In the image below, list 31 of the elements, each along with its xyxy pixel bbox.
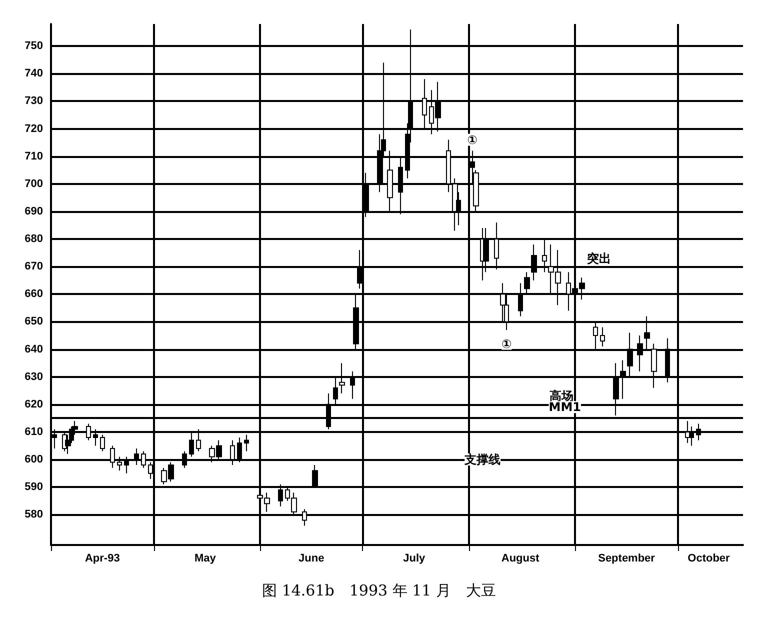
y-tick-label: 620 [24,398,43,410]
x-tick-label: September [598,552,656,564]
y-tick-label: 670 [24,260,43,273]
y-tick-label: 740 [24,68,43,80]
annotation: 支撑线 [464,452,501,467]
y-tick-label: 700 [24,178,43,190]
annotation: ① [467,132,478,147]
y-tick-label: 750 [24,40,43,52]
annotation: 突出 [586,251,612,266]
x-tick-label: June [298,552,324,564]
y-tick-label: 720 [24,122,43,135]
annotation: MM1 [548,400,581,414]
x-tick-label: May [194,552,217,564]
y-tick-label: 690 [24,205,43,218]
y-tick-label: 730 [24,95,43,108]
annotation: ① [502,336,512,351]
y-tick-label: 650 [24,316,43,328]
y-tick-label: 710 [24,150,43,162]
y-tick-label: 610 [24,426,43,438]
y-tick-label: 580 [24,508,43,521]
y-tick-label: 590 [24,481,43,494]
y-tick-label: 600 [24,454,43,466]
y-tick-label: 640 [24,343,43,356]
y-tick-label: 680 [24,233,43,246]
text: 图 14.61b 1993 年 11 月 大豆 [262,582,496,600]
x-tick-label: Apr-93 [84,552,120,564]
x-tick-label: October [688,552,731,564]
y-tick-label: 630 [24,370,43,383]
x-tick-label: July [403,552,426,564]
x-tick-label: August [501,552,540,564]
y-tick-label: 660 [24,288,43,300]
